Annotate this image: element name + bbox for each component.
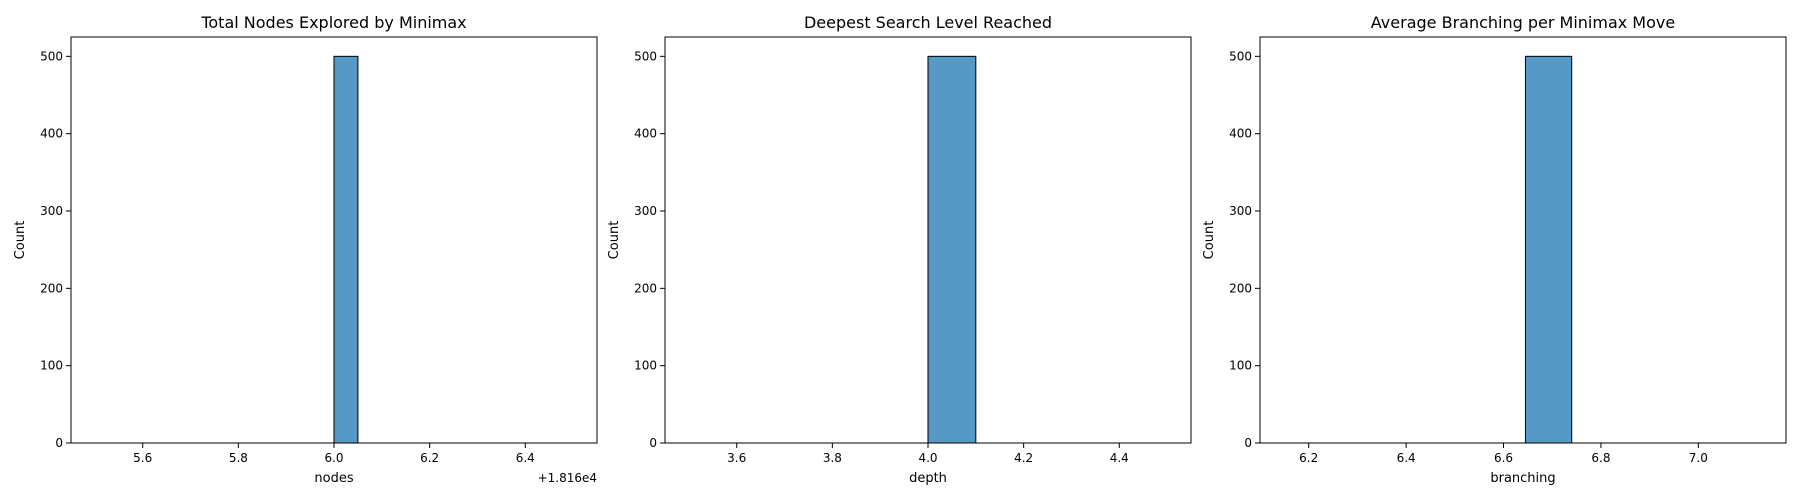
y-tick-label: 500 bbox=[634, 49, 657, 63]
x-tick-label: 3.6 bbox=[727, 451, 746, 465]
x-tick-label: 4.2 bbox=[1014, 451, 1033, 465]
chart-title: Total Nodes Explored by Minimax bbox=[200, 13, 466, 32]
y-tick-label: 200 bbox=[634, 281, 657, 295]
y-tick-label: 100 bbox=[1229, 359, 1252, 373]
y-tick-label: 100 bbox=[634, 359, 657, 373]
histogram-bar bbox=[1524, 55, 1573, 444]
chart-panel-2: 3.6 3.8 4.0 4.2 4.4 0 100 200 300 400 500 Deepest S… bbox=[607, 13, 1192, 486]
x-axis-label: nodes bbox=[314, 471, 353, 486]
y-tick-label: 0 bbox=[1244, 436, 1252, 450]
x-tick-label: 6.6 bbox=[1494, 451, 1513, 465]
y-tick-label: 300 bbox=[634, 204, 657, 218]
y-tick-label: 200 bbox=[1229, 281, 1252, 295]
chart-title: Deepest Search Level Reached bbox=[804, 13, 1052, 32]
y-tick-label: 500 bbox=[40, 49, 63, 63]
x-tick-label: 7.0 bbox=[1689, 451, 1708, 465]
y-axis-label: Count bbox=[1202, 221, 1217, 260]
histogram-bar bbox=[333, 55, 359, 444]
plot-frame bbox=[1259, 36, 1787, 444]
chart-title: Average Branching per Minimax Move bbox=[1371, 13, 1675, 32]
y-tick-label: 400 bbox=[1229, 127, 1252, 141]
x-axis-label: branching bbox=[1490, 471, 1555, 486]
y-axis-label: Count bbox=[13, 221, 28, 260]
x-tick-label: 6.2 bbox=[420, 451, 439, 465]
y-tick-label: 400 bbox=[40, 127, 63, 141]
y-tick-label: 100 bbox=[40, 359, 63, 373]
x-tick-label: 6.4 bbox=[516, 451, 535, 465]
x-tick-label: 4.4 bbox=[1110, 451, 1129, 465]
y-tick-label: 300 bbox=[40, 204, 63, 218]
x-tick-label: 4.0 bbox=[918, 451, 937, 465]
y-tick-label: 300 bbox=[1229, 204, 1252, 218]
chart-panel-1: 5.6 5.8 6.0 6.2 6.4 0 100 200 300 400 500 Total Nod… bbox=[13, 13, 598, 486]
histogram-bar bbox=[927, 55, 977, 444]
x-tick-label: 6.2 bbox=[1299, 451, 1318, 465]
y-tick-label: 200 bbox=[40, 281, 63, 295]
chart-panel-3: 6.2 6.4 6.6 6.8 7.0 0 100 200 300 400 500 Average B… bbox=[1202, 13, 1787, 486]
x-tick-label: 6.8 bbox=[1591, 451, 1610, 465]
x-tick-label: 5.8 bbox=[229, 451, 248, 465]
y-tick-label: 500 bbox=[1229, 49, 1252, 63]
y-tick-label: 0 bbox=[55, 436, 63, 450]
x-tick-label: 3.8 bbox=[823, 451, 842, 465]
x-tick-label: 6.0 bbox=[324, 451, 343, 465]
y-tick-label: 400 bbox=[634, 127, 657, 141]
x-axis-offset-label: +1.816e4 bbox=[538, 471, 597, 485]
y-axis-label: Count bbox=[607, 221, 622, 260]
x-axis-label: depth bbox=[909, 471, 947, 486]
x-tick-label: 6.4 bbox=[1397, 451, 1416, 465]
y-tick-label: 0 bbox=[649, 436, 657, 450]
x-tick-label: 5.6 bbox=[133, 451, 152, 465]
